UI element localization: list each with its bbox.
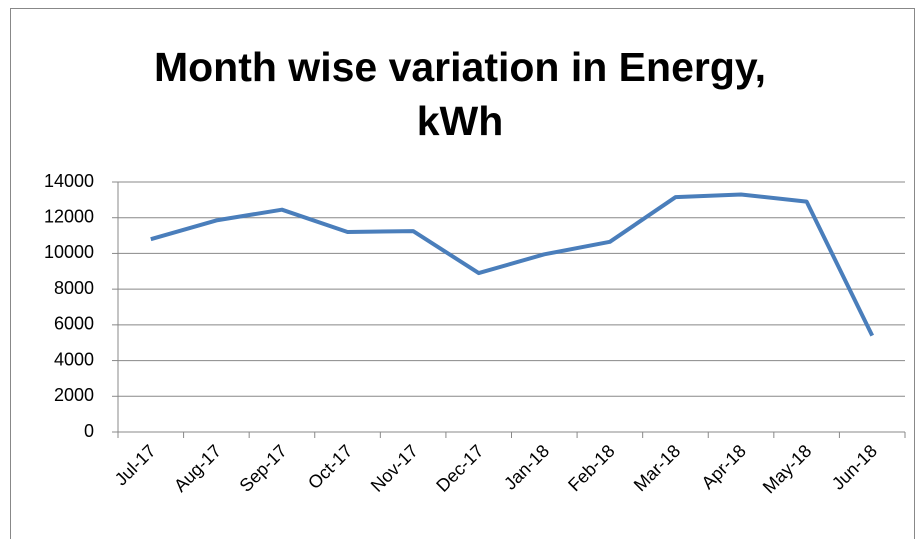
x-tick-label: May-18: [759, 441, 816, 498]
x-tick-label: Oct-17: [304, 441, 356, 493]
y-tick-label: 0: [84, 421, 94, 441]
x-tick-label: Nov-17: [367, 441, 422, 496]
y-tick-label: 12000: [44, 206, 94, 226]
x-tick-label: Apr-18: [698, 441, 750, 493]
x-tick-label: Sep-17: [236, 441, 291, 496]
y-tick-label: 10000: [44, 242, 94, 262]
x-tick-label: Jul-17: [111, 441, 160, 490]
line: [150, 192, 875, 337]
y-tick-label: 8000: [54, 278, 94, 298]
y-tick-label: 6000: [54, 314, 94, 334]
x-tick-label: Jan-18: [500, 441, 553, 494]
chart-title: Month wise variation in Energy, kWh: [153, 44, 767, 144]
chart-frame: [10, 8, 915, 539]
y-tick-label: 2000: [54, 385, 94, 405]
x-tick-label: Mar-18: [630, 441, 684, 495]
x-tick-label: Dec-17: [432, 441, 487, 496]
y-tick-label: 4000: [54, 349, 94, 369]
x-tick-label: Feb-18: [564, 441, 618, 495]
y-tick-label: 14000: [44, 171, 94, 191]
x-tick-label: Jun-18: [828, 441, 881, 494]
x-tick-label: Aug-17: [170, 441, 225, 496]
